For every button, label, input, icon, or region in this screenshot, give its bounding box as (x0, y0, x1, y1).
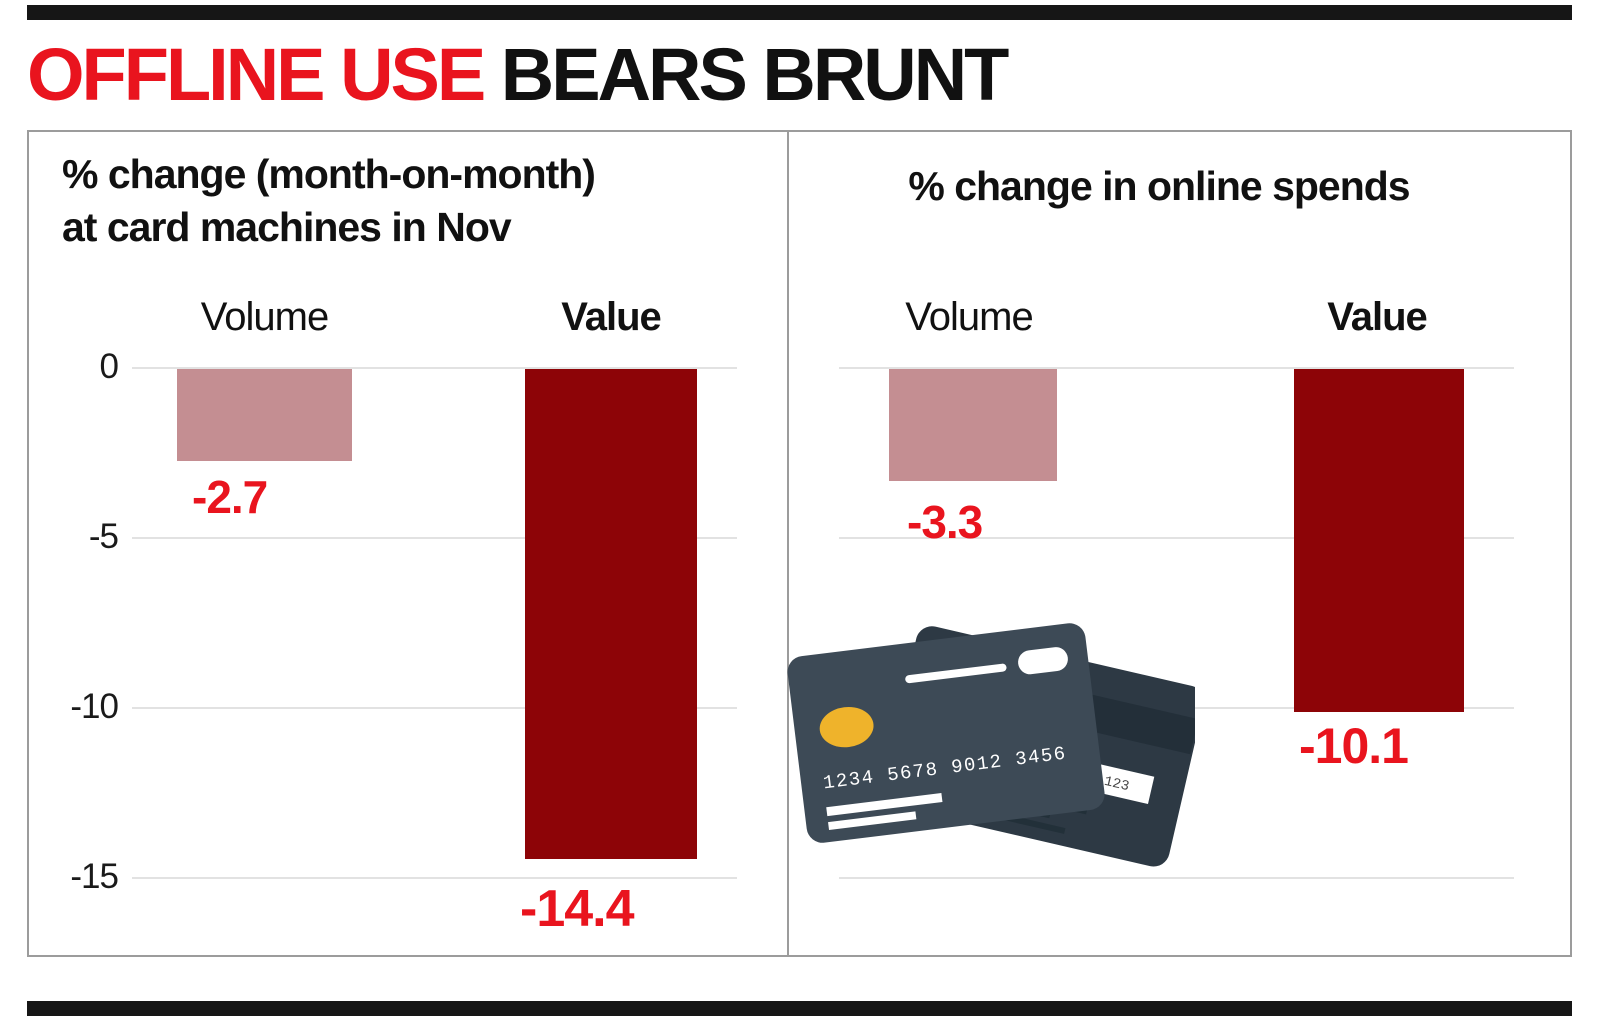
credit-cards-illustration: 123 1234 5678 9012 3456 (787, 623, 1195, 867)
plot-area-online-spends: -3.3 -10.1 (839, 367, 1514, 879)
value-label-value-card-machines: -14.4 (520, 880, 635, 938)
gridline-minus15 (132, 877, 737, 879)
headline-rest: BEARS BRUNT (483, 33, 1010, 116)
category-label-value: Value (561, 295, 662, 339)
panel-divider (787, 132, 789, 955)
panel-online-spends: % change in online spends Volume Value -… (787, 132, 1572, 955)
panel-card-machines: % change (month-on-month) at card machin… (29, 132, 787, 955)
category-label-value: Value (1327, 295, 1428, 339)
bar-value-online-spends (1294, 369, 1464, 712)
y-tick-minus5: -5 (88, 517, 119, 556)
category-label-volume: Volume (905, 295, 1033, 339)
bar-volume-card-machines (177, 369, 352, 461)
bottom-rule (27, 1001, 1572, 1016)
value-label-value-online-spends: -10.1 (1299, 718, 1409, 774)
chart-frame: % change (month-on-month) at card machin… (27, 130, 1572, 957)
y-tick-minus15: -15 (70, 857, 119, 896)
chart-title-card-machines: % change (month-on-month) at card machin… (62, 151, 596, 251)
gridline-minus10 (132, 707, 737, 709)
bar-volume-online-spends (889, 369, 1057, 481)
gridline-0 (132, 367, 737, 369)
credit-card-front: 1234 5678 9012 3456 (787, 623, 1105, 843)
headline: OFFLINE USE BEARS BRUNT (27, 38, 1009, 112)
plot-area-card-machines: 0 -5 -10 -15 -2.7 -14.4 (70, 347, 737, 938)
value-label-volume-card-machines: -2.7 (192, 471, 268, 523)
headline-highlight: OFFLINE USE (27, 33, 486, 116)
value-label-volume-online-spends: -3.3 (907, 496, 983, 548)
y-tick-0: 0 (99, 347, 119, 386)
gridline-0 (839, 367, 1514, 369)
chart-title-online-spends: % change in online spends (908, 163, 1410, 209)
card-cvv-text: 123 (1102, 774, 1130, 795)
gridline-minus15 (839, 877, 1514, 879)
y-tick-minus10: -10 (70, 687, 119, 726)
category-label-volume: Volume (200, 295, 329, 339)
card-chip (819, 706, 874, 748)
gridline-minus5 (132, 537, 737, 539)
gridline-minus5 (839, 537, 1514, 539)
top-rule (27, 5, 1572, 20)
bar-value-card-machines (525, 369, 697, 859)
